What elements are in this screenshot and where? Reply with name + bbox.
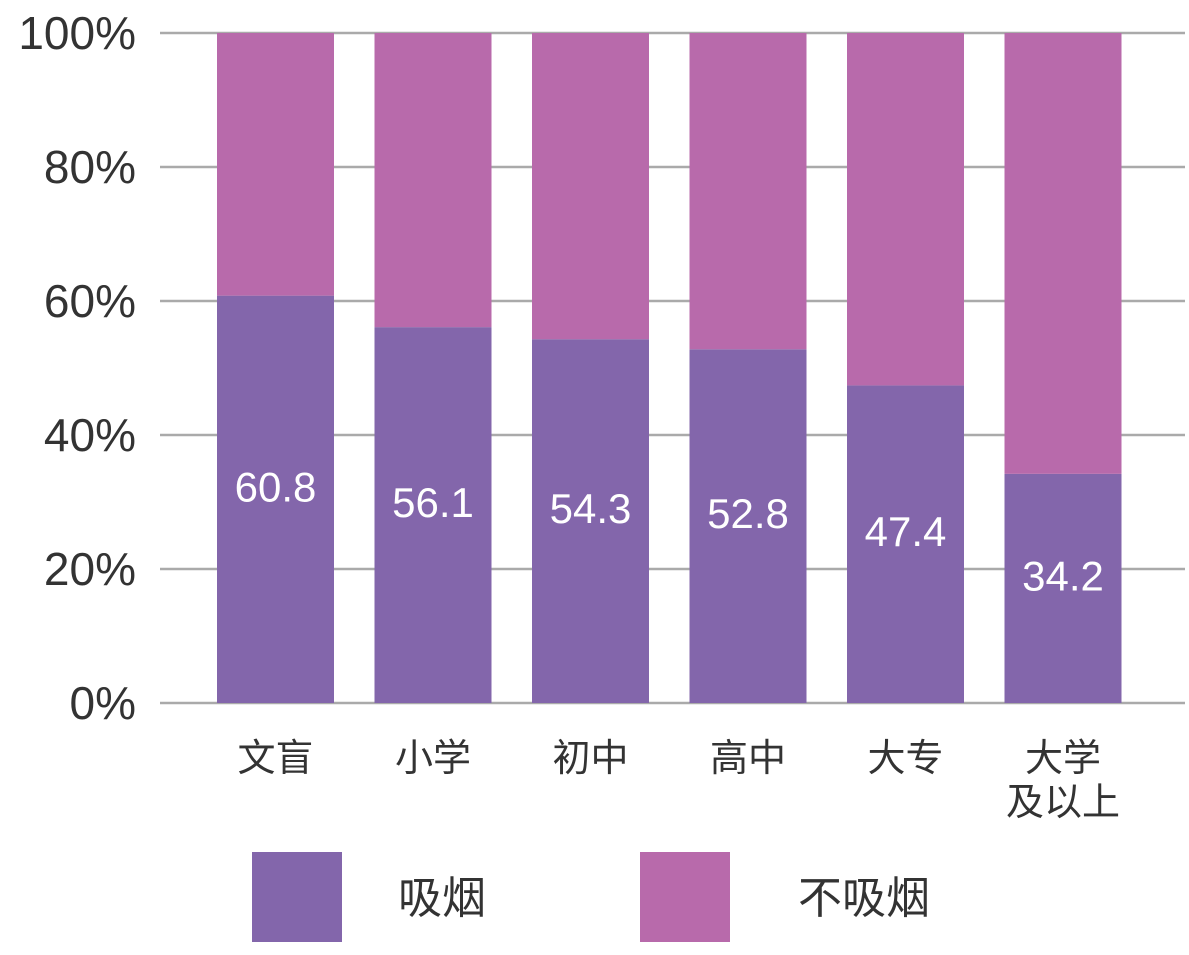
legend: 吸烟 不吸烟 [252, 852, 930, 942]
data-label: 34.2 [1022, 552, 1104, 599]
legend-label-smoking: 吸烟 [398, 873, 486, 924]
y-tick-label: 100% [18, 7, 136, 59]
data-labels: 60.8 56.1 54.3 52.8 47.4 34.2 [235, 463, 1104, 599]
x-tick-label: 及以上 [1006, 780, 1120, 824]
bar-smoking [689, 349, 807, 703]
x-tick-label: 初中 [552, 736, 628, 780]
y-tick-label: 80% [44, 141, 136, 193]
y-tick-label: 20% [44, 543, 136, 595]
bar-non-smoking [847, 33, 964, 386]
data-label: 56.1 [392, 479, 474, 526]
legend-label-non-smoking: 不吸烟 [798, 873, 930, 924]
bar-smoking [217, 295, 334, 703]
bar-smoking [847, 385, 964, 703]
bar-smoking [532, 339, 649, 703]
data-label: 47.4 [865, 508, 947, 555]
x-tick-label: 小学 [395, 736, 471, 780]
legend-swatch-non-smoking [640, 852, 730, 942]
bar-smoking [374, 327, 492, 703]
data-label: 54.3 [550, 485, 632, 532]
legend-swatch-smoking [252, 852, 342, 942]
x-tick-label: 大专 [867, 736, 943, 780]
y-axis-ticks: 0% 20% 40% 60% 80% 100% [18, 7, 136, 729]
data-label: 52.8 [707, 490, 789, 537]
bar-non-smoking [1004, 33, 1122, 474]
bars [217, 33, 1122, 703]
y-tick-label: 0% [70, 677, 136, 729]
bar-non-smoking [217, 33, 334, 296]
y-tick-label: 40% [44, 409, 136, 461]
x-tick-label: 文盲 [237, 736, 313, 780]
bar-non-smoking [532, 33, 649, 340]
bar-non-smoking [374, 33, 492, 328]
x-tick-label: 高中 [710, 736, 786, 780]
bar-non-smoking [689, 33, 807, 350]
data-label: 60.8 [235, 463, 317, 510]
bar-smoking [1004, 473, 1122, 703]
y-tick-label: 60% [44, 275, 136, 327]
x-tick-label: 大学 [1025, 736, 1101, 780]
